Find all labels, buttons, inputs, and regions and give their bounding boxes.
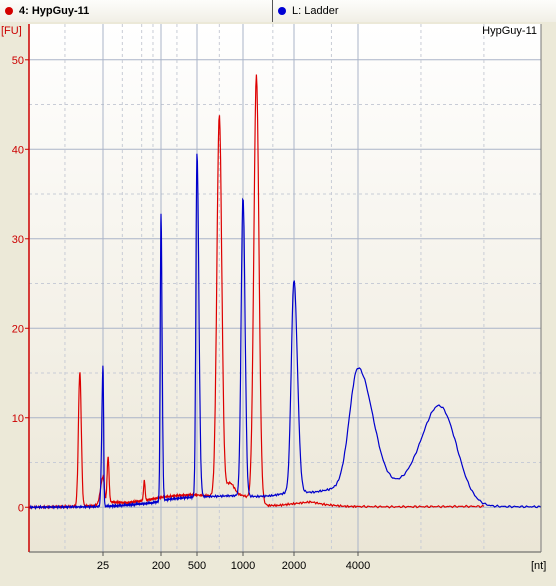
- x-tick-labels: 25 200 500 1000 2000 4000: [97, 552, 370, 572]
- tab-sample-hypguy-11[interactable]: 4: HypGuy-11: [0, 0, 273, 22]
- trace-line-ladder: [28, 153, 542, 510]
- x-tick-label: 2000: [282, 560, 306, 572]
- axes: [28, 24, 542, 553]
- y-tick-label: 0: [18, 502, 24, 514]
- chart-title: HypGuy-11: [482, 25, 537, 37]
- sample-color-dot-icon: [5, 7, 13, 15]
- y-tick-label: 20: [12, 323, 24, 335]
- x-tick-label: 4000: [346, 560, 370, 572]
- x-tick-label: 25: [97, 560, 109, 572]
- y-tick-labels: 0 10 20 30 40 50: [12, 55, 29, 514]
- tab-sample-label: 4: HypGuy-11: [19, 5, 90, 17]
- y-tick-label: 50: [12, 55, 24, 67]
- plot-area: [29, 24, 541, 552]
- y-tick-label: 10: [12, 413, 24, 425]
- traces: [28, 74, 542, 510]
- electropherogram-chart: 0 10 20 30 40 50 25 200 500 1000 2000 4000 [FU] [n…: [0, 22, 556, 586]
- x-tick-label: 200: [152, 560, 170, 572]
- y-tick-label: 40: [12, 144, 24, 156]
- x-tick-label: 500: [188, 560, 206, 572]
- grid-lines: [29, 24, 541, 552]
- trace-tab-bar: 4: HypGuy-11 L: Ladder: [0, 0, 556, 23]
- y-tick-label: 30: [12, 234, 24, 246]
- tab-ladder[interactable]: L: Ladder: [273, 0, 556, 22]
- y-axis-unit-label: [FU]: [1, 25, 22, 37]
- x-axis-unit-label: [nt]: [531, 560, 546, 572]
- ladder-color-dot-icon: [278, 7, 286, 15]
- x-tick-label: 1000: [231, 560, 255, 572]
- tab-ladder-label: L: Ladder: [292, 5, 339, 17]
